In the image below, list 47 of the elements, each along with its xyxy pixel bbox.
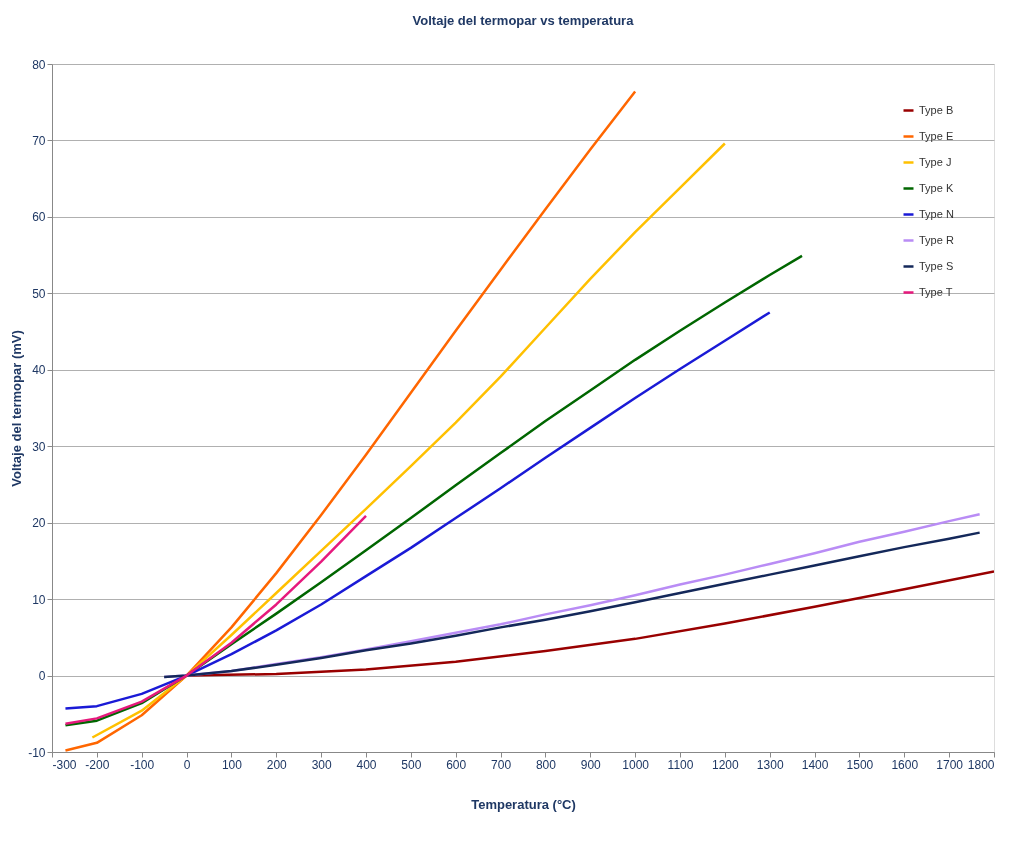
x-tick-label: 1300 (756, 757, 784, 772)
legend-label: Type B (919, 103, 954, 116)
x-tick-label: -200 (85, 757, 110, 772)
legend-label: Type N (919, 207, 954, 220)
x-tick-label: 200 (266, 757, 288, 772)
x-tick-label: 1800 (967, 757, 995, 772)
x-axis-title: Temperatura (°C) (471, 796, 576, 812)
x-tick-label: 800 (535, 757, 557, 772)
x-tick-label: 100 (221, 757, 243, 772)
line-series (64, 311, 771, 710)
legend-label: Type E (919, 129, 954, 142)
x-tick-label: 300 (311, 757, 332, 772)
y-tick-label: 60 (32, 210, 46, 225)
y-axis-title: Voltaje del termopar (mV) (9, 330, 25, 487)
x-tick-label: 400 (356, 757, 377, 772)
y-tick-label: 20 (32, 516, 46, 531)
x-tick-label: 0 (183, 757, 191, 772)
y-tick-label: 50 (32, 286, 46, 301)
y-tick-label: -10 (28, 745, 46, 760)
x-tick-label: 700 (491, 757, 512, 772)
x-tick-label: 1700 (936, 757, 964, 772)
y-tick-label: 0 (38, 669, 46, 684)
x-tick-label: 1000 (622, 757, 650, 772)
y-tick-label: 30 (32, 439, 46, 454)
y-tick-label: 40 (32, 363, 46, 378)
y-tick-label: 10 (32, 592, 46, 607)
chart-title: Voltaje del termopar vs temperatura (412, 13, 635, 28)
legend-label: Type J (919, 155, 952, 168)
x-tick-label: 1200 (712, 757, 740, 772)
line-series (64, 514, 368, 725)
x-tick-label: 1400 (801, 757, 829, 772)
line-series (91, 142, 727, 739)
x-tick-label: 1100 (667, 757, 694, 772)
x-tick-label: 1600 (891, 757, 919, 772)
x-tick-label: -100 (130, 757, 155, 772)
y-tick-label: 70 (32, 133, 46, 148)
x-tick-label: 500 (401, 757, 422, 772)
x-tick-label: -300 (52, 757, 77, 772)
y-tick-label: 80 (32, 57, 46, 72)
line-series (64, 90, 637, 752)
legend-label: Type T (919, 285, 953, 298)
x-tick-label: 900 (580, 757, 602, 772)
legend-label: Type S (919, 259, 954, 272)
x-tick-label: 600 (446, 757, 467, 772)
legend-label: Type K (919, 181, 954, 194)
legend-label: Type R (919, 233, 954, 246)
x-tick-label: 1500 (846, 757, 874, 772)
